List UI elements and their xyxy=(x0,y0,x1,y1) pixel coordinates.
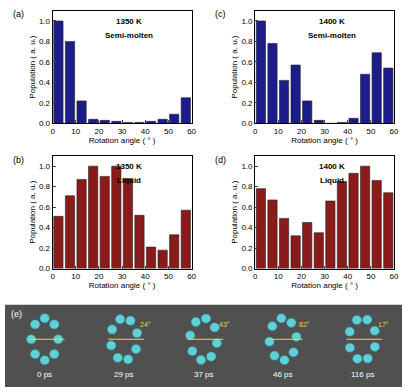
svg-text:Population ( a. u.): Population ( a. u.) xyxy=(28,35,37,98)
svg-text:Rotation angle ( ° ): Rotation angle ( ° ) xyxy=(291,136,358,145)
svg-text:0.6: 0.6 xyxy=(241,203,253,212)
svg-text:0.4: 0.4 xyxy=(39,223,51,232)
svg-text:1.0: 1.0 xyxy=(241,17,253,26)
svg-text:17°: 17° xyxy=(378,321,389,328)
svg-text:10: 10 xyxy=(71,127,80,136)
svg-text:37 ps: 37 ps xyxy=(194,370,214,379)
svg-text:0.0: 0.0 xyxy=(241,264,253,273)
svg-text:29 ps: 29 ps xyxy=(114,370,134,379)
svg-text:46 ps: 46 ps xyxy=(273,370,293,379)
svg-text:Population ( a. u.): Population ( a. u.) xyxy=(230,180,239,243)
svg-text:30: 30 xyxy=(118,127,127,136)
svg-text:50: 50 xyxy=(366,272,375,281)
svg-text:40: 40 xyxy=(343,272,352,281)
svg-text:Liquid: Liquid xyxy=(117,176,141,185)
svg-text:1400 K: 1400 K xyxy=(319,162,345,171)
svg-text:Semi-molten: Semi-molten xyxy=(105,31,153,40)
svg-text:10: 10 xyxy=(71,272,80,281)
svg-text:60: 60 xyxy=(187,272,196,281)
svg-text:20: 20 xyxy=(297,272,306,281)
svg-text:0: 0 xyxy=(253,272,258,281)
svg-text:0: 0 xyxy=(50,272,55,281)
svg-text:24°: 24° xyxy=(140,321,151,328)
svg-text:0.0: 0.0 xyxy=(241,119,253,128)
svg-text:0: 0 xyxy=(253,127,258,136)
svg-text:0.2: 0.2 xyxy=(241,244,253,253)
svg-text:0.0: 0.0 xyxy=(39,264,51,273)
svg-text:20: 20 xyxy=(95,272,104,281)
svg-text:Semi-molten: Semi-molten xyxy=(308,31,356,40)
svg-text:82°: 82° xyxy=(299,321,310,328)
svg-text:1350 K: 1350 K xyxy=(116,17,142,26)
svg-text:30: 30 xyxy=(320,272,329,281)
svg-text:50: 50 xyxy=(366,127,375,136)
svg-text:(d): (d) xyxy=(215,155,226,165)
svg-text:60: 60 xyxy=(187,127,196,136)
svg-text:0.0: 0.0 xyxy=(39,119,51,128)
svg-text:0.2: 0.2 xyxy=(39,99,51,108)
svg-text:(b): (b) xyxy=(13,155,24,165)
svg-text:40: 40 xyxy=(343,127,352,136)
svg-text:43°: 43° xyxy=(219,321,230,328)
svg-text:(a): (a) xyxy=(13,9,24,19)
svg-text:(e): (e) xyxy=(11,309,22,319)
svg-text:40: 40 xyxy=(141,272,150,281)
svg-text:Rotation angle ( ° ): Rotation angle ( ° ) xyxy=(89,281,156,290)
svg-text:116 ps: 116 ps xyxy=(351,370,374,379)
svg-text:0.2: 0.2 xyxy=(39,244,51,253)
svg-text:Rotation angle ( ° ): Rotation angle ( ° ) xyxy=(291,281,358,290)
svg-text:0.4: 0.4 xyxy=(241,223,253,232)
svg-text:0.2: 0.2 xyxy=(241,99,253,108)
svg-text:0.4: 0.4 xyxy=(241,78,253,87)
svg-text:0.6: 0.6 xyxy=(39,58,51,67)
svg-text:0.8: 0.8 xyxy=(39,182,51,191)
svg-text:0.8: 0.8 xyxy=(241,182,253,191)
svg-text:Liquid: Liquid xyxy=(320,176,344,185)
svg-text:0: 0 xyxy=(50,127,55,136)
svg-text:Rotation angle ( ° ): Rotation angle ( ° ) xyxy=(89,136,156,145)
svg-text:10: 10 xyxy=(274,272,283,281)
svg-text:1.0: 1.0 xyxy=(39,162,51,171)
svg-text:1400 K: 1400 K xyxy=(319,17,345,26)
svg-text:60: 60 xyxy=(390,127,399,136)
svg-text:20: 20 xyxy=(95,127,104,136)
svg-text:20: 20 xyxy=(297,127,306,136)
svg-text:50: 50 xyxy=(164,272,173,281)
svg-text:30: 30 xyxy=(118,272,127,281)
svg-text:Population ( a. u.): Population ( a. u.) xyxy=(230,35,239,98)
svg-text:10: 10 xyxy=(274,127,283,136)
svg-text:Population ( a. u.): Population ( a. u.) xyxy=(28,180,37,243)
svg-text:50: 50 xyxy=(164,127,173,136)
svg-text:0.8: 0.8 xyxy=(241,37,253,46)
svg-text:1350 K: 1350 K xyxy=(116,162,142,171)
svg-text:40: 40 xyxy=(141,127,150,136)
svg-text:0 ps: 0 ps xyxy=(37,370,52,379)
svg-text:(c): (c) xyxy=(215,9,226,19)
svg-text:0.4: 0.4 xyxy=(39,78,51,87)
svg-text:0.6: 0.6 xyxy=(39,203,51,212)
svg-text:0.6: 0.6 xyxy=(241,58,253,67)
svg-text:0.8: 0.8 xyxy=(39,37,51,46)
svg-text:60: 60 xyxy=(390,272,399,281)
svg-text:1.0: 1.0 xyxy=(241,162,253,171)
svg-text:30: 30 xyxy=(320,127,329,136)
svg-text:1.0: 1.0 xyxy=(39,17,51,26)
